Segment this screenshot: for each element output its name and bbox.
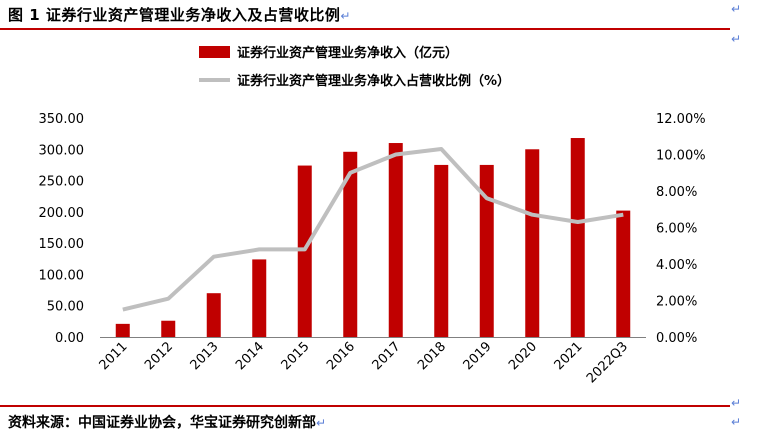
source-rule — [0, 405, 730, 407]
bar-series — [115, 138, 631, 337]
legend-label-line: 证券行业资产管理业务净收入占营收比例（%） — [237, 73, 510, 89]
legend: 证券行业资产管理业务净收入（亿元） 证券行业资产管理业务净收入占营收比例（%） — [199, 45, 510, 89]
left-tick-label: 250.00 — [39, 175, 85, 190]
x-tick-label: 2013 — [188, 339, 222, 373]
right-tick-label: 4.00% — [656, 258, 697, 273]
figure-title-text: 图 1 证券行业资产管理业务净收入及占营收比例 — [8, 6, 341, 24]
x-tick-label: 2012 — [142, 339, 176, 373]
x-tick-label: 2016 — [324, 339, 358, 373]
right-tick-label: 2.00% — [656, 295, 697, 310]
right-tick-label: 10.00% — [656, 149, 706, 164]
return-mark-icon: ↵ — [340, 9, 351, 23]
left-tick-label: 200.00 — [39, 206, 85, 221]
bar — [388, 143, 403, 337]
bar — [479, 164, 494, 337]
ratio-line — [122, 147, 624, 312]
source-text: 资料来源：中国证券业协会，华宝证券研究创新部 — [8, 415, 316, 431]
return-mark-icon: ↵ — [730, 415, 741, 429]
x-tick-label: 2018 — [415, 339, 449, 373]
left-tick-label: 300.00 — [39, 143, 85, 158]
x-tick-label: 2015 — [279, 339, 313, 373]
bar — [252, 259, 267, 337]
bar — [343, 151, 358, 337]
bar — [570, 138, 585, 337]
x-tick-label: 2021 — [552, 339, 586, 373]
return-mark-icon: ↵ — [730, 396, 741, 410]
right-tick-label: 0.00% — [656, 331, 697, 346]
x-tick-label: 2014 — [233, 339, 267, 373]
bar — [525, 149, 540, 337]
x-tick-label: 2022Q3 — [584, 339, 631, 386]
right-tick-label: 6.00% — [656, 222, 697, 237]
left-tick-label: 0.00 — [55, 331, 84, 346]
right-tick-label: 12.00% — [656, 112, 706, 127]
return-mark-icon: ↵ — [730, 2, 741, 16]
left-axis: 0.00 50.00 100.00 150.00 200.00 250.00 300.00 3… — [39, 112, 85, 346]
bar — [616, 210, 631, 337]
bar — [161, 320, 176, 337]
x-axis: 2011 2012 2013 2014 2015 2016 2017 2018 2019 2020… — [97, 337, 646, 386]
bar — [434, 164, 449, 337]
left-tick-label: 50.00 — [47, 300, 84, 315]
legend-label-bar: 证券行业资产管理业务净收入（亿元） — [237, 45, 458, 61]
left-tick-label: 350.00 — [39, 112, 85, 127]
x-tick-label: 2011 — [97, 339, 131, 373]
source-note: 资料来源：中国证券业协会，华宝证券研究创新部↵ — [8, 412, 708, 432]
return-mark-icon: ↵ — [730, 32, 741, 46]
return-mark-icon: ↵ — [316, 416, 327, 430]
right-tick-label: 8.00% — [656, 185, 697, 200]
bar — [206, 293, 221, 337]
x-tick-label: 2020 — [506, 339, 540, 373]
legend-swatch-bar — [199, 46, 230, 58]
bar — [115, 323, 130, 337]
x-tick-label: 2019 — [461, 339, 495, 373]
right-axis: 0.00% 2.00% 4.00% 6.00% 8.00% 10.00% 12.00% — [656, 112, 706, 346]
figure-title: 图 1 证券行业资产管理业务净收入及占营收比例↵ — [8, 4, 708, 26]
x-tick-label: 2017 — [370, 339, 404, 373]
left-tick-label: 150.00 — [39, 237, 85, 252]
title-rule — [0, 28, 730, 30]
left-tick-label: 100.00 — [39, 268, 85, 283]
line-series — [122, 147, 624, 312]
